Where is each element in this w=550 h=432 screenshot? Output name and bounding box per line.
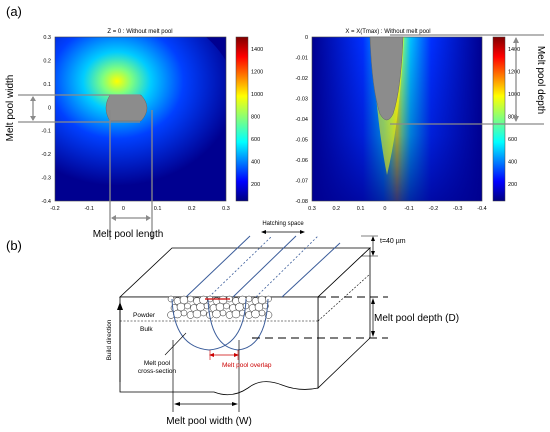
right-colorbar-tick-3: 800	[508, 115, 517, 121]
right-y-tick-8: -0.08	[295, 199, 308, 205]
powder-particle	[184, 302, 191, 310]
build-direction-label: Build direction	[106, 319, 113, 360]
right-colorbar-tick-4: 600	[508, 137, 517, 143]
right-x-tick-1: 0.2	[332, 206, 340, 212]
right-x-tick-0: 0.3	[308, 206, 316, 212]
layer-thickness-label: t=40 µm	[380, 238, 406, 245]
powder-particle	[219, 309, 227, 317]
right-colorbar-tick-5: 400	[508, 160, 517, 166]
right-colorbar-tick-0: 1400	[508, 47, 520, 53]
left-plot-frame	[54, 36, 227, 202]
right-y-tick-6: -0.06	[295, 158, 308, 164]
powder-particle	[223, 302, 230, 310]
melt-pool-width-w-label: Melt pool width (W)	[166, 416, 252, 427]
right-x-tick-4: -0.1	[404, 206, 413, 212]
left-y-tick-6: -0.3	[42, 176, 51, 182]
right-y-tick-0: 0	[305, 35, 308, 41]
left-y-tick-4: -0.1	[42, 129, 51, 135]
left-y-tick-0: 0.3	[43, 35, 51, 41]
left-colorbar-tick-2: 1000	[251, 92, 263, 98]
powder-particles	[167, 295, 273, 319]
panel-b-label: (b)	[6, 238, 22, 253]
right-colorbar: 1400 1200 1000 800 600 400 200	[492, 36, 520, 202]
left-annotations: Melt pool width Melt pool length	[5, 75, 163, 240]
right-colorbar-tick-6: 200	[508, 182, 517, 188]
right-annotations: Melt pool depth	[390, 34, 546, 125]
left-colorbar-tick-0: 1400	[251, 47, 263, 53]
right-y-tick-3: -0.03	[295, 97, 308, 103]
panel-a-label: (a)	[6, 4, 22, 19]
cross-section-label-line1: Melt pool	[144, 360, 171, 367]
melt-pool-width-annotation: Melt pool width	[5, 75, 16, 142]
left-x-tick-3: 0.1	[154, 206, 162, 212]
powder-particle	[265, 295, 272, 303]
powder-particle	[245, 295, 253, 303]
melt-pool-depth-d-label: Melt pool depth (D)	[374, 313, 459, 324]
left-melt-pool	[105, 94, 148, 122]
cross-section-label-line2: cross-section	[138, 368, 177, 375]
left-colorbar-tick-1: 1200	[251, 70, 263, 76]
melt-pool-depth-annotation: Melt pool depth	[535, 46, 546, 114]
left-x-tick-5: 0.3	[222, 206, 230, 212]
left-y-tick-2: 0.1	[43, 82, 51, 88]
left-y-tick-1: 0.2	[43, 58, 51, 64]
left-y-tick-3: 0	[48, 105, 51, 111]
left-heatmap: Z = 0 : Without melt pool 0.3 0.2 0.1 0 -0.1…	[42, 29, 230, 212]
left-colorbar-tick-5: 400	[251, 160, 260, 166]
powder-particle	[258, 309, 266, 317]
powder-label: Powder	[133, 312, 156, 319]
right-y-tick-5: -0.05	[295, 138, 308, 144]
left-y-tick-7: -0.4	[42, 199, 51, 205]
powder-particle	[180, 309, 188, 317]
left-colorbar-tick-4: 600	[251, 137, 260, 143]
right-y-tick-7: -0.07	[295, 179, 308, 185]
left-colorbar-tick-3: 800	[251, 115, 260, 121]
powder-particle	[192, 309, 202, 319]
left-colorbar: 1400 1200 1000 800 600 400 200	[235, 36, 263, 202]
right-y-tick-4: -0.04	[295, 117, 308, 123]
powder-particle	[212, 309, 221, 319]
right-heatmap: X = X(Tmax) : Without melt pool 0 -0.01 -0…	[295, 29, 486, 212]
overlap-label: Melt pool overlap	[222, 362, 272, 369]
right-x-tick-6: -0.3	[453, 206, 462, 212]
left-x-tick-0: -0.2	[50, 206, 59, 212]
right-y-tick-2: -0.02	[295, 76, 308, 82]
right-colorbar-tick-2: 1000	[508, 92, 520, 98]
powder-particle	[167, 295, 175, 303]
powder-particle	[187, 295, 194, 303]
bulk-label: Bulk	[140, 326, 153, 333]
right-x-tick-3: 0	[383, 206, 386, 212]
right-colorbar-tick-1: 1200	[508, 70, 520, 76]
panel-b-annotations: Hatching space t=40 µm Melt pool depth (…	[106, 221, 459, 427]
hatching-space-label: Hatching space	[262, 221, 304, 227]
powder-particle	[231, 309, 241, 319]
right-x-tick-5: -0.2	[429, 206, 438, 212]
right-y-tick-1: -0.01	[295, 56, 308, 62]
melt-pool-length-annotation: Melt pool length	[93, 229, 164, 240]
right-plot-title: X = X(Tmax) : Without melt pool	[345, 29, 430, 35]
left-x-tick-1: -0.1	[84, 206, 93, 212]
powder-particle	[200, 309, 207, 317]
left-x-tick-2: 0	[122, 206, 125, 212]
build-block	[118, 235, 372, 396]
powder-particle	[251, 309, 260, 319]
left-y-tick-5: -0.2	[42, 152, 51, 158]
left-colorbar-tick-6: 200	[251, 182, 260, 188]
right-melt-pool	[369, 36, 404, 121]
right-x-tick-2: 0.1	[357, 206, 365, 212]
right-x-tick-7: -0.4	[477, 206, 486, 212]
left-x-tick-4: 0.2	[188, 206, 196, 212]
left-plot-title: Z = 0 : Without melt pool	[107, 29, 172, 35]
